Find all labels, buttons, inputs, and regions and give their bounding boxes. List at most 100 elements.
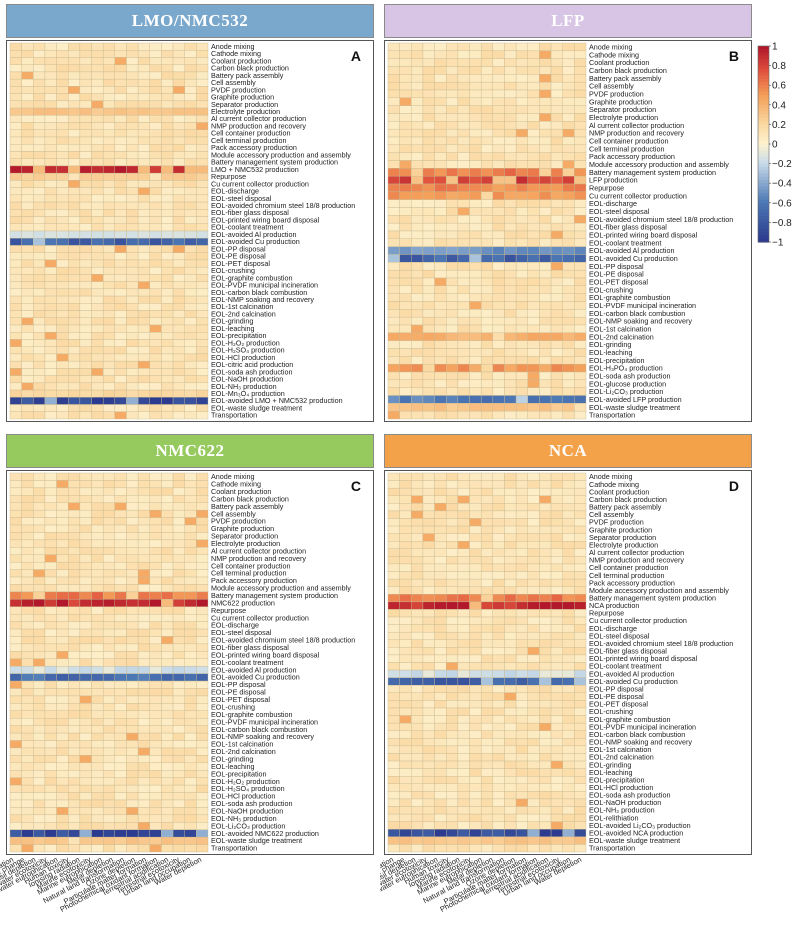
heatmap-cell (9, 554, 22, 563)
heatmap-cell (515, 379, 528, 388)
row-label: Carbon black production (211, 494, 289, 503)
heatmap-cell (56, 688, 69, 697)
heatmap-cell (33, 50, 46, 58)
heatmap-cell (446, 387, 459, 396)
heatmap-cell (172, 807, 185, 816)
heatmap-cell (114, 310, 127, 318)
heatmap-cell (515, 753, 528, 762)
heatmap-cell (149, 303, 162, 311)
heatmap-cell (469, 175, 482, 185)
heatmap-cell (9, 288, 22, 297)
heatmap-cell (184, 259, 197, 268)
row-label: EOL-leaching (211, 762, 255, 771)
heatmap-cell (446, 379, 459, 388)
heatmap-cell (527, 556, 540, 565)
heatmap-cell (469, 722, 482, 731)
heatmap-cell (172, 209, 185, 217)
heatmap-cell (387, 791, 400, 800)
heatmap-cell (492, 836, 505, 845)
heatmap-cell (446, 301, 459, 310)
heatmap-cell (434, 269, 447, 279)
heatmap-cell (469, 246, 482, 255)
heatmap-cell (44, 93, 57, 102)
row-label: NMP production and recovery (211, 554, 306, 563)
heatmap-cell (161, 353, 174, 362)
heatmap-cell (9, 606, 22, 615)
heatmap-cell (387, 175, 400, 185)
heatmap-cell (562, 175, 575, 185)
heatmap-cell (68, 747, 81, 756)
heatmap-cell (504, 692, 517, 701)
heatmap-cell (184, 784, 197, 793)
heatmap-cell (33, 129, 46, 138)
heatmap-cell (422, 340, 435, 349)
heatmap-cell (68, 107, 81, 116)
heatmap-cell (126, 502, 139, 511)
heatmap-cell (527, 518, 540, 527)
heatmap-cell (33, 158, 46, 167)
heatmap-cell (469, 745, 482, 754)
heatmap-cell (91, 487, 104, 496)
heatmap-cell (527, 309, 540, 318)
heatmap-cell (68, 822, 81, 830)
heatmap-cell (399, 403, 412, 412)
heatmap-cell (492, 783, 505, 792)
colorbar-segment (758, 55, 769, 60)
heatmap-cell (44, 245, 57, 253)
heatmap-cell (196, 165, 209, 174)
heatmap-cell (457, 74, 470, 83)
heatmap-cell (574, 768, 587, 777)
heatmap-cell (91, 576, 104, 585)
heatmap-cell (79, 666, 92, 674)
heatmap-cell (469, 293, 482, 302)
heatmap-cell (562, 518, 575, 527)
heatmap-cell (515, 97, 528, 106)
heatmap-cell (161, 524, 174, 533)
heatmap-cell (527, 783, 540, 792)
heatmap-cell (137, 93, 150, 102)
heatmap-cell (91, 144, 104, 152)
heatmap-cell (411, 254, 424, 263)
heatmap-cell (68, 57, 81, 65)
heatmap-cell (172, 151, 185, 159)
heatmap-cell (33, 100, 46, 109)
heatmap-cell (539, 74, 552, 83)
heatmap-cell (184, 621, 197, 630)
heatmap-cell (411, 480, 424, 489)
heatmap-cell (196, 732, 209, 741)
heatmap-cell (172, 172, 185, 181)
heatmap-cell (504, 525, 517, 534)
heatmap-cell (102, 274, 116, 282)
heatmap-cell (33, 360, 46, 369)
heatmap-cell (527, 601, 540, 610)
heatmap-cell (411, 238, 424, 247)
heatmap-cell (539, 152, 552, 161)
heatmap-cell (504, 277, 517, 287)
heatmap-cell (539, 829, 552, 838)
heatmap-cell (411, 81, 424, 91)
heatmap-cell (399, 730, 412, 739)
heatmap-cell (44, 78, 57, 87)
heatmap-cell (387, 269, 400, 279)
heatmap-cell (515, 105, 528, 114)
heatmap-cell (446, 363, 459, 373)
heatmap-cell (44, 792, 57, 801)
heatmap-cell (56, 151, 69, 159)
heatmap-cell (457, 548, 470, 557)
heatmap-cell (539, 105, 552, 114)
heatmap-cell (21, 524, 34, 533)
heatmap-cell (539, 230, 552, 240)
heatmap-cell (126, 411, 139, 420)
heatmap-cell (137, 281, 150, 290)
heatmap-cell (114, 295, 127, 304)
heatmap-cell (172, 547, 185, 555)
heatmap-cell (515, 262, 528, 271)
heatmap-cell (434, 548, 447, 557)
heatmap-cell (469, 356, 482, 365)
heatmap-cell (172, 628, 185, 637)
heatmap-cell (161, 360, 174, 369)
heatmap-cell (91, 172, 104, 181)
heatmap-cell (562, 738, 575, 747)
heatmap-cell (161, 136, 174, 145)
heatmap-cell (434, 175, 447, 185)
